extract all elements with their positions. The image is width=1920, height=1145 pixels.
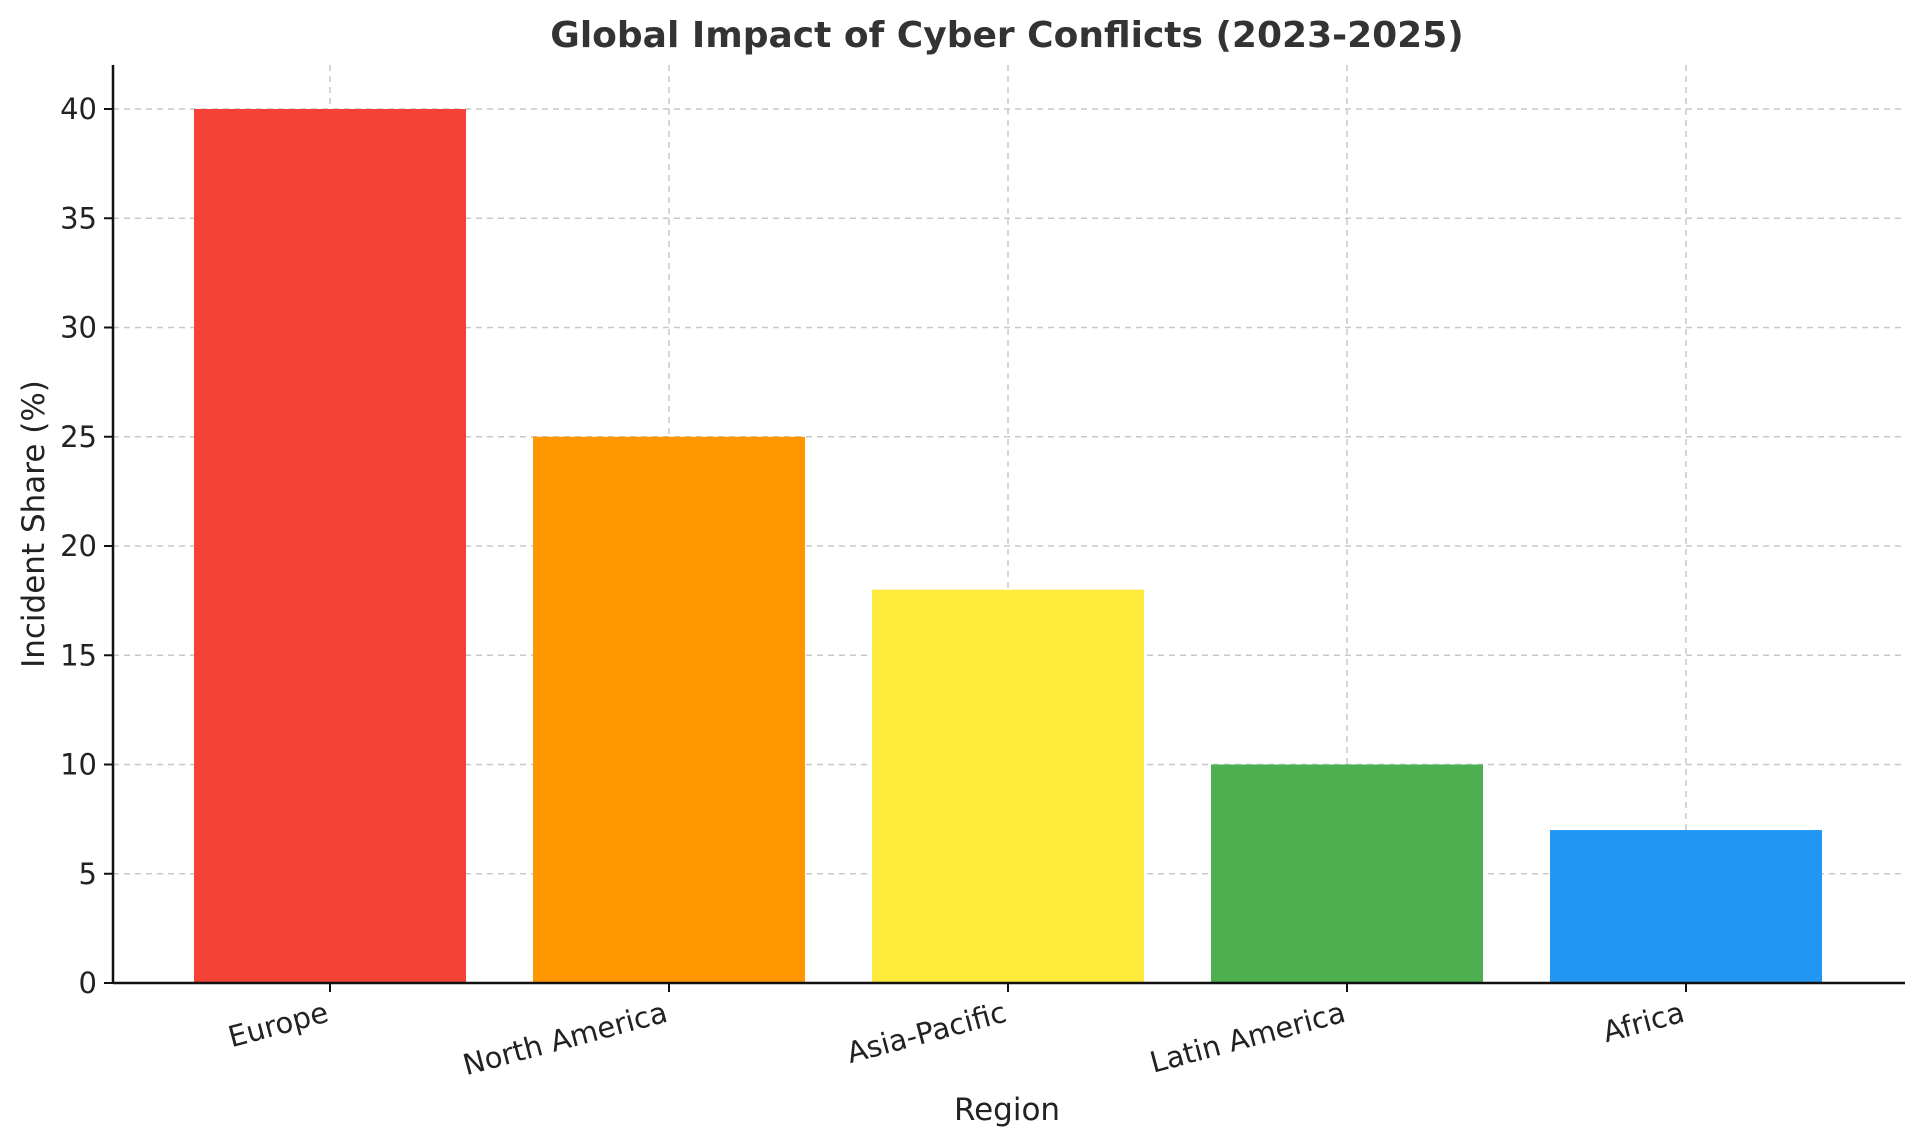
x-tick-label-latin-america: Latin America [1146, 995, 1349, 1080]
bar-north-america [533, 436, 805, 983]
x-tick-label-africa: Africa [1599, 995, 1688, 1049]
y-tick-label-15: 15 [60, 638, 97, 672]
bar-africa [1550, 830, 1822, 983]
y-ticks: 0 5 10 15 20 25 30 35 40 [60, 92, 113, 1000]
y-tick-label-40: 40 [60, 92, 97, 126]
x-tick-label-asia-pacific: Asia-Pacific [843, 995, 1010, 1070]
bar-europe [194, 109, 466, 983]
y-axis-label: Incident Share (%) [16, 380, 52, 668]
x-ticks: Europe North America Asia-Pacific Latin Ame… [225, 983, 1688, 1082]
y-tick-label-30: 30 [60, 311, 97, 345]
y-tick-label-25: 25 [60, 420, 97, 454]
x-axis-label: Region [954, 1092, 1060, 1128]
bars [194, 109, 1822, 983]
x-tick-label-europe: Europe [225, 995, 332, 1054]
y-tick-label-20: 20 [60, 529, 97, 563]
x-tick-label-north-america: North America [459, 995, 671, 1082]
y-tick-label-35: 35 [60, 201, 97, 235]
bar-latin-america [1211, 764, 1483, 983]
y-tick-label-0: 0 [79, 966, 97, 1000]
y-tick-label-10: 10 [60, 748, 97, 782]
y-tick-label-5: 5 [79, 857, 97, 891]
bar-asia-pacific [872, 589, 1144, 983]
chart-title: Global Impact of Cyber Conflicts (2023-2… [550, 15, 1463, 56]
